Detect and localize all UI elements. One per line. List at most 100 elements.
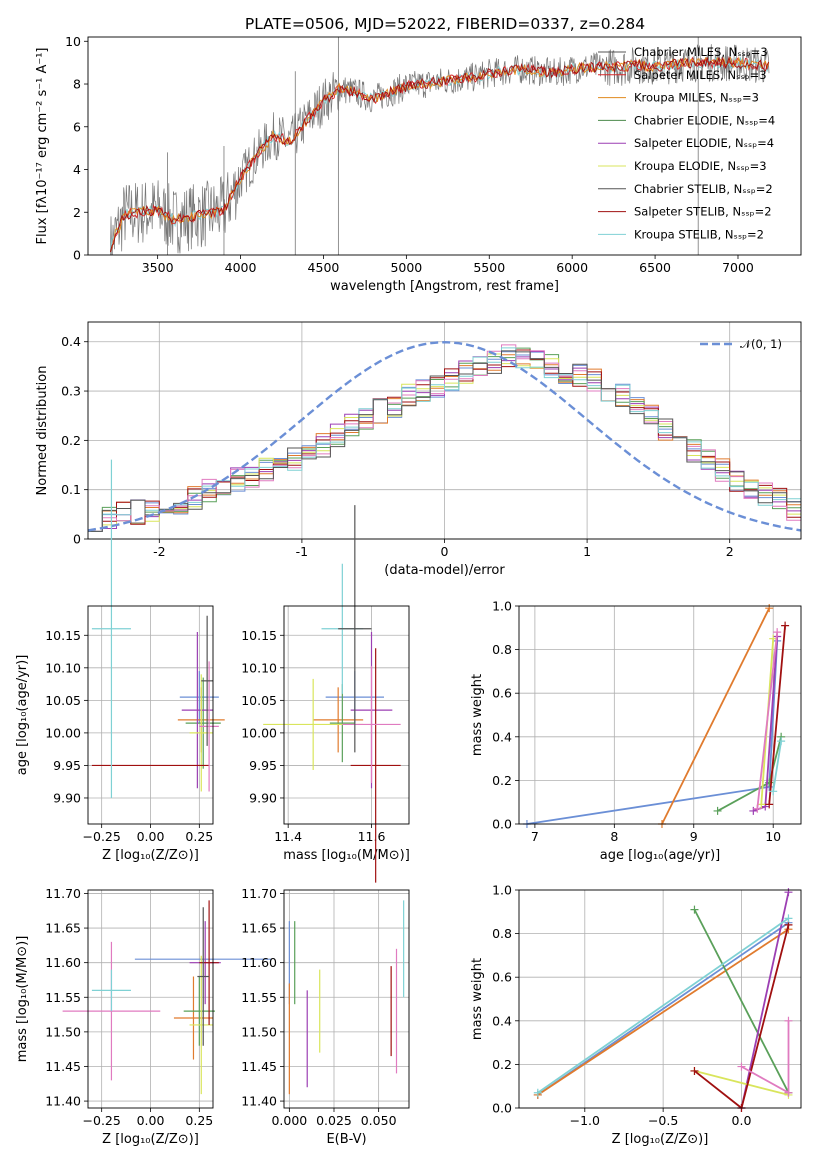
mass-weight-marker	[784, 1088, 793, 1097]
y-tick-label: 0	[73, 532, 81, 547]
y-tick-label: 0.4	[492, 729, 512, 744]
axes-frame	[87, 321, 802, 540]
x-tick-label: 0.050	[361, 1113, 397, 1128]
mass-weight-marker	[690, 1066, 699, 1075]
panel-4: 11.4 11.6 9.90 9.95 10.00 10.05 10.10 10.15 mass…	[241, 505, 410, 883]
mass-weight-marker	[690, 905, 699, 914]
x-tick-label: 0.025	[316, 1113, 352, 1128]
error-bar-point	[181, 632, 213, 789]
y-tick-label: 10.15	[241, 628, 277, 643]
error-bar-point	[197, 907, 210, 1046]
y-tick-label: 0.6	[492, 970, 512, 985]
y-tick-label: 11.55	[45, 990, 81, 1005]
y-tick-label: 11.60	[241, 955, 277, 970]
y-tick-label: 0.0	[492, 1101, 512, 1116]
y-tick-label: 8	[73, 77, 81, 92]
y-tick-label: 9.95	[53, 758, 81, 773]
error-bar-point	[350, 648, 401, 883]
mass-weight-marker	[781, 621, 790, 630]
x-axis-label: age [log₁₀(age/yr)]	[600, 848, 721, 863]
panel-6: −0.25 0.00 0.25 11.40 11.45 11.50 11.55 11.60 11…	[15, 886, 272, 1147]
axes-frame	[87, 605, 214, 825]
x-tick-label: 4000	[225, 260, 257, 275]
x-tick-label: -2	[153, 544, 165, 559]
mass-weight-marker	[769, 787, 778, 796]
legend-entry: Chabrier STELIB, Nₛₛₚ=2	[634, 182, 773, 196]
y-tick-label: 11.60	[45, 955, 81, 970]
mass-weight-line	[694, 1070, 789, 1096]
error-bar-point	[183, 976, 215, 1046]
x-tick-label: 5500	[473, 260, 505, 275]
panel-8: −1.0 −0.5 0.0 0.0 0.2 0.4 0.6 0.8 1.0 Z [log₁₀(Z/…	[470, 883, 802, 1147]
y-tick-label: 11.70	[45, 886, 81, 901]
y-tick-label: 11.45	[45, 1059, 81, 1074]
axes-frame	[518, 889, 802, 1109]
y-tick-label: 0.0	[492, 817, 512, 832]
figure-title: PLATE=0506, MJD=52022, FIBERID=0337, z=0…	[245, 15, 645, 33]
x-tick-label: −0.5	[648, 1113, 678, 1128]
mass-weight-line	[537, 917, 790, 1094]
mass-weight-line	[772, 741, 782, 792]
y-tick-label: 11.65	[241, 921, 277, 936]
y-tick-label: 1.0	[492, 599, 512, 614]
y-tick-label: 11.40	[241, 1094, 277, 1109]
x-tick-label: −0.25	[83, 1113, 121, 1128]
y-tick-label: 1.0	[492, 883, 512, 898]
mass-weight-line	[740, 892, 790, 1109]
y-tick-label: 9.90	[249, 790, 277, 805]
legend-entry: Chabrier MILES, Nₛₛₚ=3	[634, 45, 768, 59]
x-tick-label: 7	[531, 829, 539, 844]
legend-entry: 𝒩(0, 1)	[740, 337, 782, 351]
x-tick-label: 1	[583, 544, 591, 559]
legend-entry: Kroupa ELODIE, Nₛₛₚ=3	[634, 159, 767, 173]
error-bar-point	[199, 661, 219, 792]
y-tick-label: 0.3	[61, 384, 81, 399]
x-tick-label: 11.4	[274, 829, 302, 844]
panel-1: 3500 4000 4500 5000 5500 6000 6500 7000 0 2 4 6 8 10 w…	[35, 34, 802, 294]
panel-2: -2 -1 0 1 2 0 0.1 0.2 0.3 0.4 (data-model)/error No…	[35, 321, 802, 578]
y-tick-label: 10	[65, 34, 81, 49]
y-axis-label: mass weight	[470, 958, 485, 1040]
panel-7: 0.000 0.025 0.050 11.40 11.45 11.50 11.55 11.60…	[241, 886, 410, 1147]
error-bar-point	[329, 684, 355, 763]
y-axis-label: age [log₁₀(age/yr)]	[15, 655, 30, 776]
legend-entry: Salpeter MILES, Nₛₛₚ=3	[634, 68, 767, 82]
mass-weight-marker	[533, 1088, 542, 1097]
error-bar-point	[342, 665, 401, 784]
axes-frame	[87, 889, 214, 1109]
y-tick-label: 0.2	[492, 1057, 512, 1072]
error-bar-point	[179, 671, 219, 724]
y-tick-label: 0.1	[61, 482, 81, 497]
mass-weight-marker	[713, 806, 722, 815]
axes-frame	[283, 889, 410, 1109]
mass-weight-marker	[737, 1062, 746, 1071]
y-tick-label: 10.10	[241, 660, 277, 675]
y-tick-label: 10.05	[241, 693, 277, 708]
axes-frame	[87, 36, 802, 256]
y-tick-label: 11.55	[241, 990, 277, 1005]
spectrum-legend: Chabrier MILES, Nₛₛₚ=3 Salpeter MILES, Nₛ…	[598, 45, 775, 241]
mass-weight-line	[756, 632, 779, 809]
x-axis-label: Z [log₁₀(Z/Z⊙)]	[102, 848, 199, 863]
legend-entry: Chabrier ELODIE, Nₛₛₚ=4	[634, 113, 775, 127]
legend-entry: Kroupa MILES, Nₛₛₚ=3	[634, 91, 759, 105]
x-tick-label: 0.25	[185, 829, 213, 844]
y-tick-label: 11.70	[241, 886, 277, 901]
error-bar-point	[199, 900, 219, 1025]
x-axis-label: mass [log₁₀(M/M⊙)]	[283, 848, 410, 863]
y-tick-label: 10.05	[45, 693, 81, 708]
panel-3: −0.25 0.00 0.25 9.90 9.95 10.00 10.05 10.10 10.1…	[15, 459, 225, 863]
legend-entry: Salpeter STELIB, Nₛₛₚ=2	[634, 205, 772, 219]
x-tick-label: 8	[610, 829, 618, 844]
mass-weight-marker	[777, 737, 786, 746]
mass-weight-line	[661, 607, 771, 825]
y-tick-label: 11.50	[45, 1024, 81, 1039]
error-bar-point	[173, 976, 213, 1060]
error-bar-point	[338, 505, 372, 753]
error-bar-point	[91, 969, 131, 1012]
y-tick-label: 0.8	[492, 926, 512, 941]
x-axis-label: (data-model)/error	[384, 563, 505, 578]
x-tick-label: 10	[765, 829, 781, 844]
error-bar-point	[201, 615, 213, 746]
